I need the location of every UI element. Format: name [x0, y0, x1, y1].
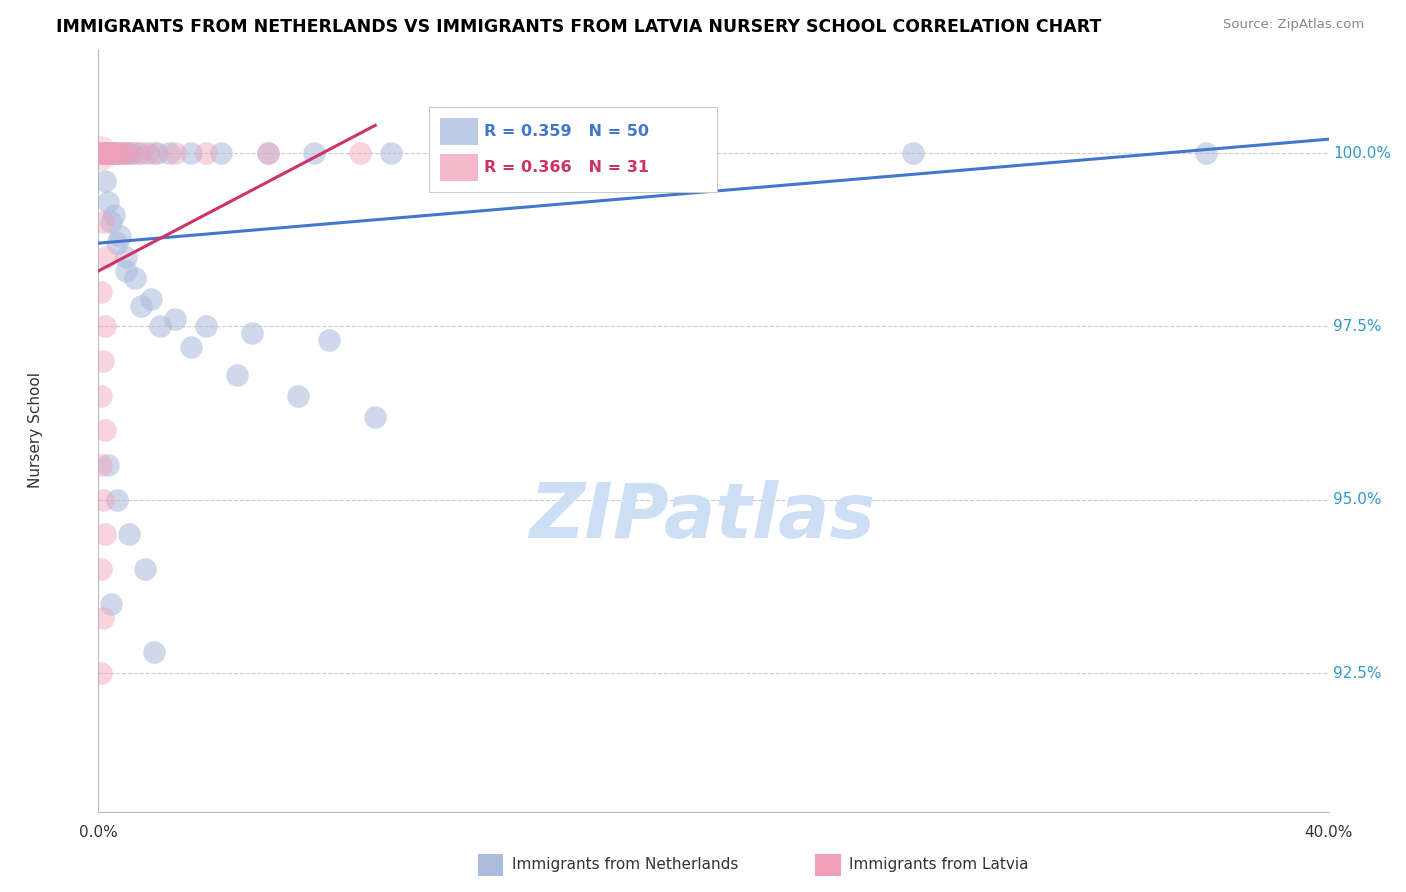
- Point: [100, 215, 122, 229]
- Point: [146, 146, 169, 161]
- Point: [91, 146, 114, 161]
- Point: [97, 458, 120, 472]
- Text: IMMIGRANTS FROM NETHERLANDS VS IMMIGRANTS FROM LATVIA NURSERY SCHOOL CORRELATION: IMMIGRANTS FROM NETHERLANDS VS IMMIGRANT…: [56, 18, 1102, 36]
- Point: [165, 146, 187, 161]
- Point: [180, 340, 202, 354]
- Point: [364, 409, 387, 424]
- Point: [318, 333, 340, 347]
- Point: [142, 645, 165, 659]
- Point: [93, 146, 115, 161]
- Point: [165, 312, 187, 326]
- Point: [93, 527, 115, 541]
- Point: [115, 264, 138, 278]
- Point: [256, 146, 278, 161]
- Point: [90, 389, 112, 403]
- Text: Immigrants from Netherlands: Immigrants from Netherlands: [512, 857, 738, 872]
- Point: [108, 229, 131, 244]
- Point: [91, 610, 114, 624]
- Point: [349, 146, 371, 161]
- Point: [121, 146, 143, 161]
- Point: [91, 492, 114, 507]
- Point: [157, 146, 180, 161]
- Point: [97, 146, 120, 161]
- Text: Nursery School: Nursery School: [28, 372, 42, 489]
- Point: [105, 236, 128, 251]
- Point: [94, 146, 117, 161]
- Point: [110, 146, 132, 161]
- Text: Source: ZipAtlas.com: Source: ZipAtlas.com: [1223, 18, 1364, 31]
- Point: [101, 146, 124, 161]
- Point: [131, 146, 153, 161]
- Point: [115, 146, 138, 161]
- Point: [302, 146, 325, 161]
- Point: [256, 146, 278, 161]
- Point: [548, 146, 571, 161]
- Point: [91, 215, 114, 229]
- Point: [121, 146, 143, 161]
- Bar: [440, 153, 478, 181]
- Point: [142, 146, 165, 161]
- Point: [90, 666, 112, 681]
- Point: [118, 527, 141, 541]
- Point: [149, 319, 172, 334]
- Point: [90, 285, 112, 299]
- Point: [91, 354, 114, 368]
- Point: [114, 146, 136, 161]
- Point: [105, 492, 128, 507]
- Point: [93, 174, 115, 188]
- Point: [1195, 146, 1218, 161]
- Point: [105, 146, 128, 161]
- Text: ZIPatlas: ZIPatlas: [530, 481, 876, 554]
- Point: [139, 292, 162, 306]
- Point: [380, 146, 402, 161]
- Point: [90, 562, 112, 576]
- Point: [127, 146, 149, 161]
- Text: 97.5%: 97.5%: [1333, 319, 1381, 334]
- Text: Immigrants from Latvia: Immigrants from Latvia: [849, 857, 1029, 872]
- Point: [107, 146, 129, 161]
- Point: [134, 562, 156, 576]
- Point: [903, 146, 925, 161]
- Point: [115, 250, 138, 264]
- Text: 95.0%: 95.0%: [1333, 492, 1381, 508]
- Point: [195, 319, 218, 334]
- Point: [240, 326, 263, 341]
- Point: [287, 389, 309, 403]
- Point: [100, 146, 122, 161]
- Point: [89, 146, 111, 161]
- Point: [94, 146, 117, 161]
- Point: [195, 146, 218, 161]
- Text: 40.0%: 40.0%: [1305, 825, 1353, 840]
- Point: [90, 146, 112, 161]
- Point: [108, 146, 131, 161]
- Point: [100, 597, 122, 611]
- Point: [91, 146, 114, 161]
- Point: [211, 146, 233, 161]
- Point: [94, 250, 117, 264]
- Point: [97, 194, 120, 209]
- Point: [117, 146, 139, 161]
- Point: [610, 146, 633, 161]
- Point: [90, 458, 112, 472]
- Point: [136, 146, 159, 161]
- Text: 100.0%: 100.0%: [1333, 145, 1391, 161]
- Point: [131, 299, 153, 313]
- Point: [104, 146, 127, 161]
- Text: R = 0.366   N = 31: R = 0.366 N = 31: [484, 160, 648, 175]
- Point: [180, 146, 202, 161]
- Text: 92.5%: 92.5%: [1333, 665, 1381, 681]
- Point: [89, 146, 111, 161]
- Point: [98, 146, 121, 161]
- Point: [124, 270, 146, 285]
- Point: [93, 319, 115, 334]
- Point: [225, 368, 247, 382]
- Text: 0.0%: 0.0%: [79, 825, 118, 840]
- Point: [103, 209, 125, 223]
- Point: [457, 146, 479, 161]
- Text: R = 0.359   N = 50: R = 0.359 N = 50: [484, 124, 648, 139]
- Bar: [440, 118, 478, 145]
- Point: [103, 146, 125, 161]
- Point: [93, 423, 115, 437]
